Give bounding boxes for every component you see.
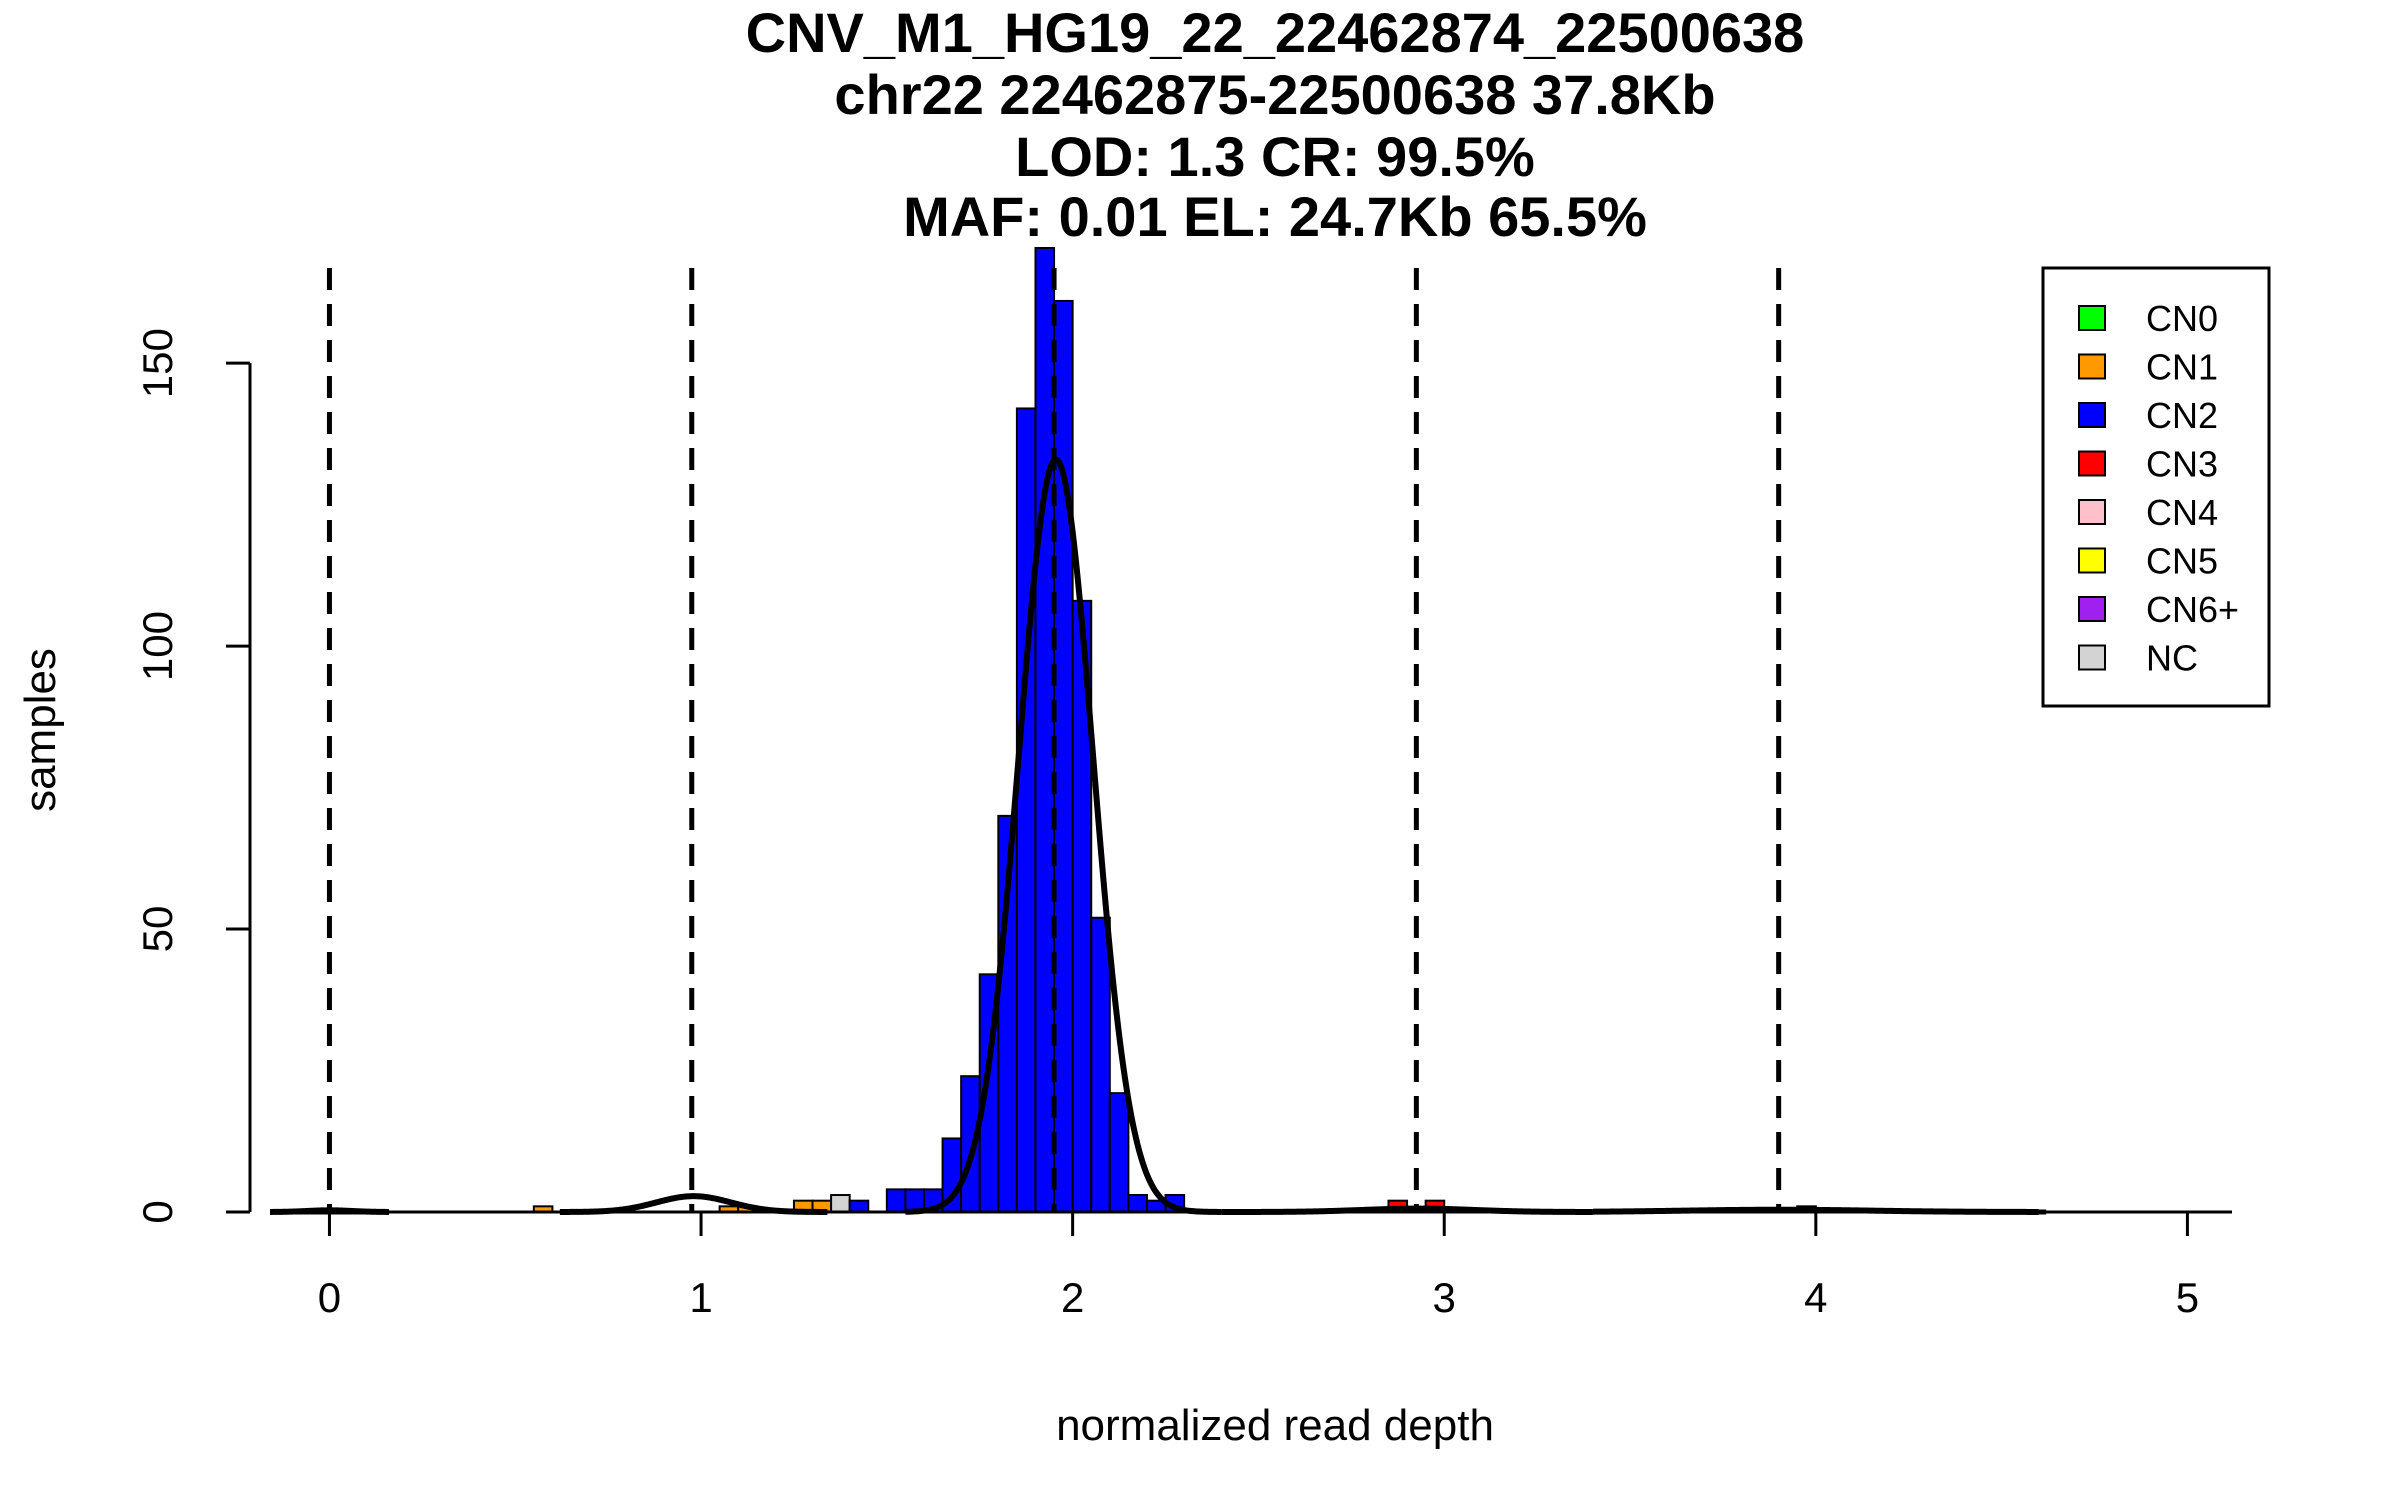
x-tick-label-5: 5: [2176, 1274, 2199, 1321]
x-tick-label-1: 1: [689, 1274, 712, 1321]
histogram-bar-19: [1108, 1092, 1130, 1214]
title-line-4: MAF: 0.01 EL: 24.7Kb 65.5%: [903, 185, 1647, 248]
x-axis: 0 1 2 3 4 5: [270, 1210, 2232, 1321]
legend-swatch-4: [2078, 499, 2106, 525]
y-tick-label-0: 0: [134, 1200, 181, 1223]
legend-swatch-5: [2078, 547, 2106, 574]
legend-box: [2041, 266, 2271, 708]
histogram-bar-5: [830, 1194, 851, 1214]
title-line-2: chr22 22462875-22500638 37.8Kb: [834, 63, 1715, 126]
title-line-1: CNV_M1_HG19_22_22462874_22500638: [746, 1, 1805, 64]
copy-number-cutoff-lines: [326, 268, 1782, 1212]
legend-swatch-0: [2078, 305, 2106, 331]
legend-swatch-7: [2078, 644, 2106, 671]
legend-swatch-6: [2078, 596, 2106, 622]
x-tick-label-0: 0: [318, 1274, 341, 1321]
density-component-2: [904, 456, 1223, 1215]
legend-label-4: CN4: [2146, 492, 2218, 533]
x-tick-label-2: 2: [1061, 1274, 1084, 1321]
legend-label-3: CN3: [2146, 444, 2218, 485]
legend-label-6: CN6+: [2146, 589, 2239, 630]
histogram-bar-14: [1015, 407, 1037, 1213]
x-tick-label-4: 4: [1804, 1274, 1827, 1321]
x-axis-label: normalized read depth: [1056, 1401, 1494, 1450]
histogram-bar-18: [1090, 916, 1111, 1213]
histogram-bar-7: [885, 1188, 907, 1213]
y-axis-label: samples: [16, 648, 65, 812]
y-tick-label-1: 50: [134, 906, 181, 953]
legend: CN0 CN1 CN2 CN3 CN4 CN5 CN6+ NC: [2041, 266, 2271, 708]
legend-swatch-2: [2078, 402, 2106, 428]
histogram-bar-15: [1034, 247, 1056, 1213]
legend-swatch-1: [2078, 353, 2106, 380]
histogram-bar-20: [1127, 1194, 1148, 1214]
y-tick-label-3: 150: [134, 328, 181, 398]
legend-swatch-3: [2078, 450, 2106, 477]
legend-label-1: CN1: [2146, 347, 2218, 388]
histogram-bars: [532, 247, 1817, 1214]
legend-label-0: CN0: [2146, 298, 2218, 339]
y-axis: 0 50 100 150: [134, 328, 252, 1224]
legend-label-7: NC: [2146, 638, 2198, 679]
histogram-bar-16: [1053, 299, 1074, 1213]
title-line-3: LOD: 1.3 CR: 99.5%: [1015, 125, 1535, 188]
legend-label-5: CN5: [2146, 541, 2218, 582]
x-tick-label-3: 3: [1433, 1274, 1456, 1321]
histogram-bar-6: [848, 1199, 870, 1214]
legend-label-2: CN2: [2146, 395, 2218, 436]
y-tick-label-2: 100: [134, 611, 181, 681]
chart-title: CNV_M1_HG19_22_22462874_22500638 chr22 2…: [746, 1, 1805, 248]
